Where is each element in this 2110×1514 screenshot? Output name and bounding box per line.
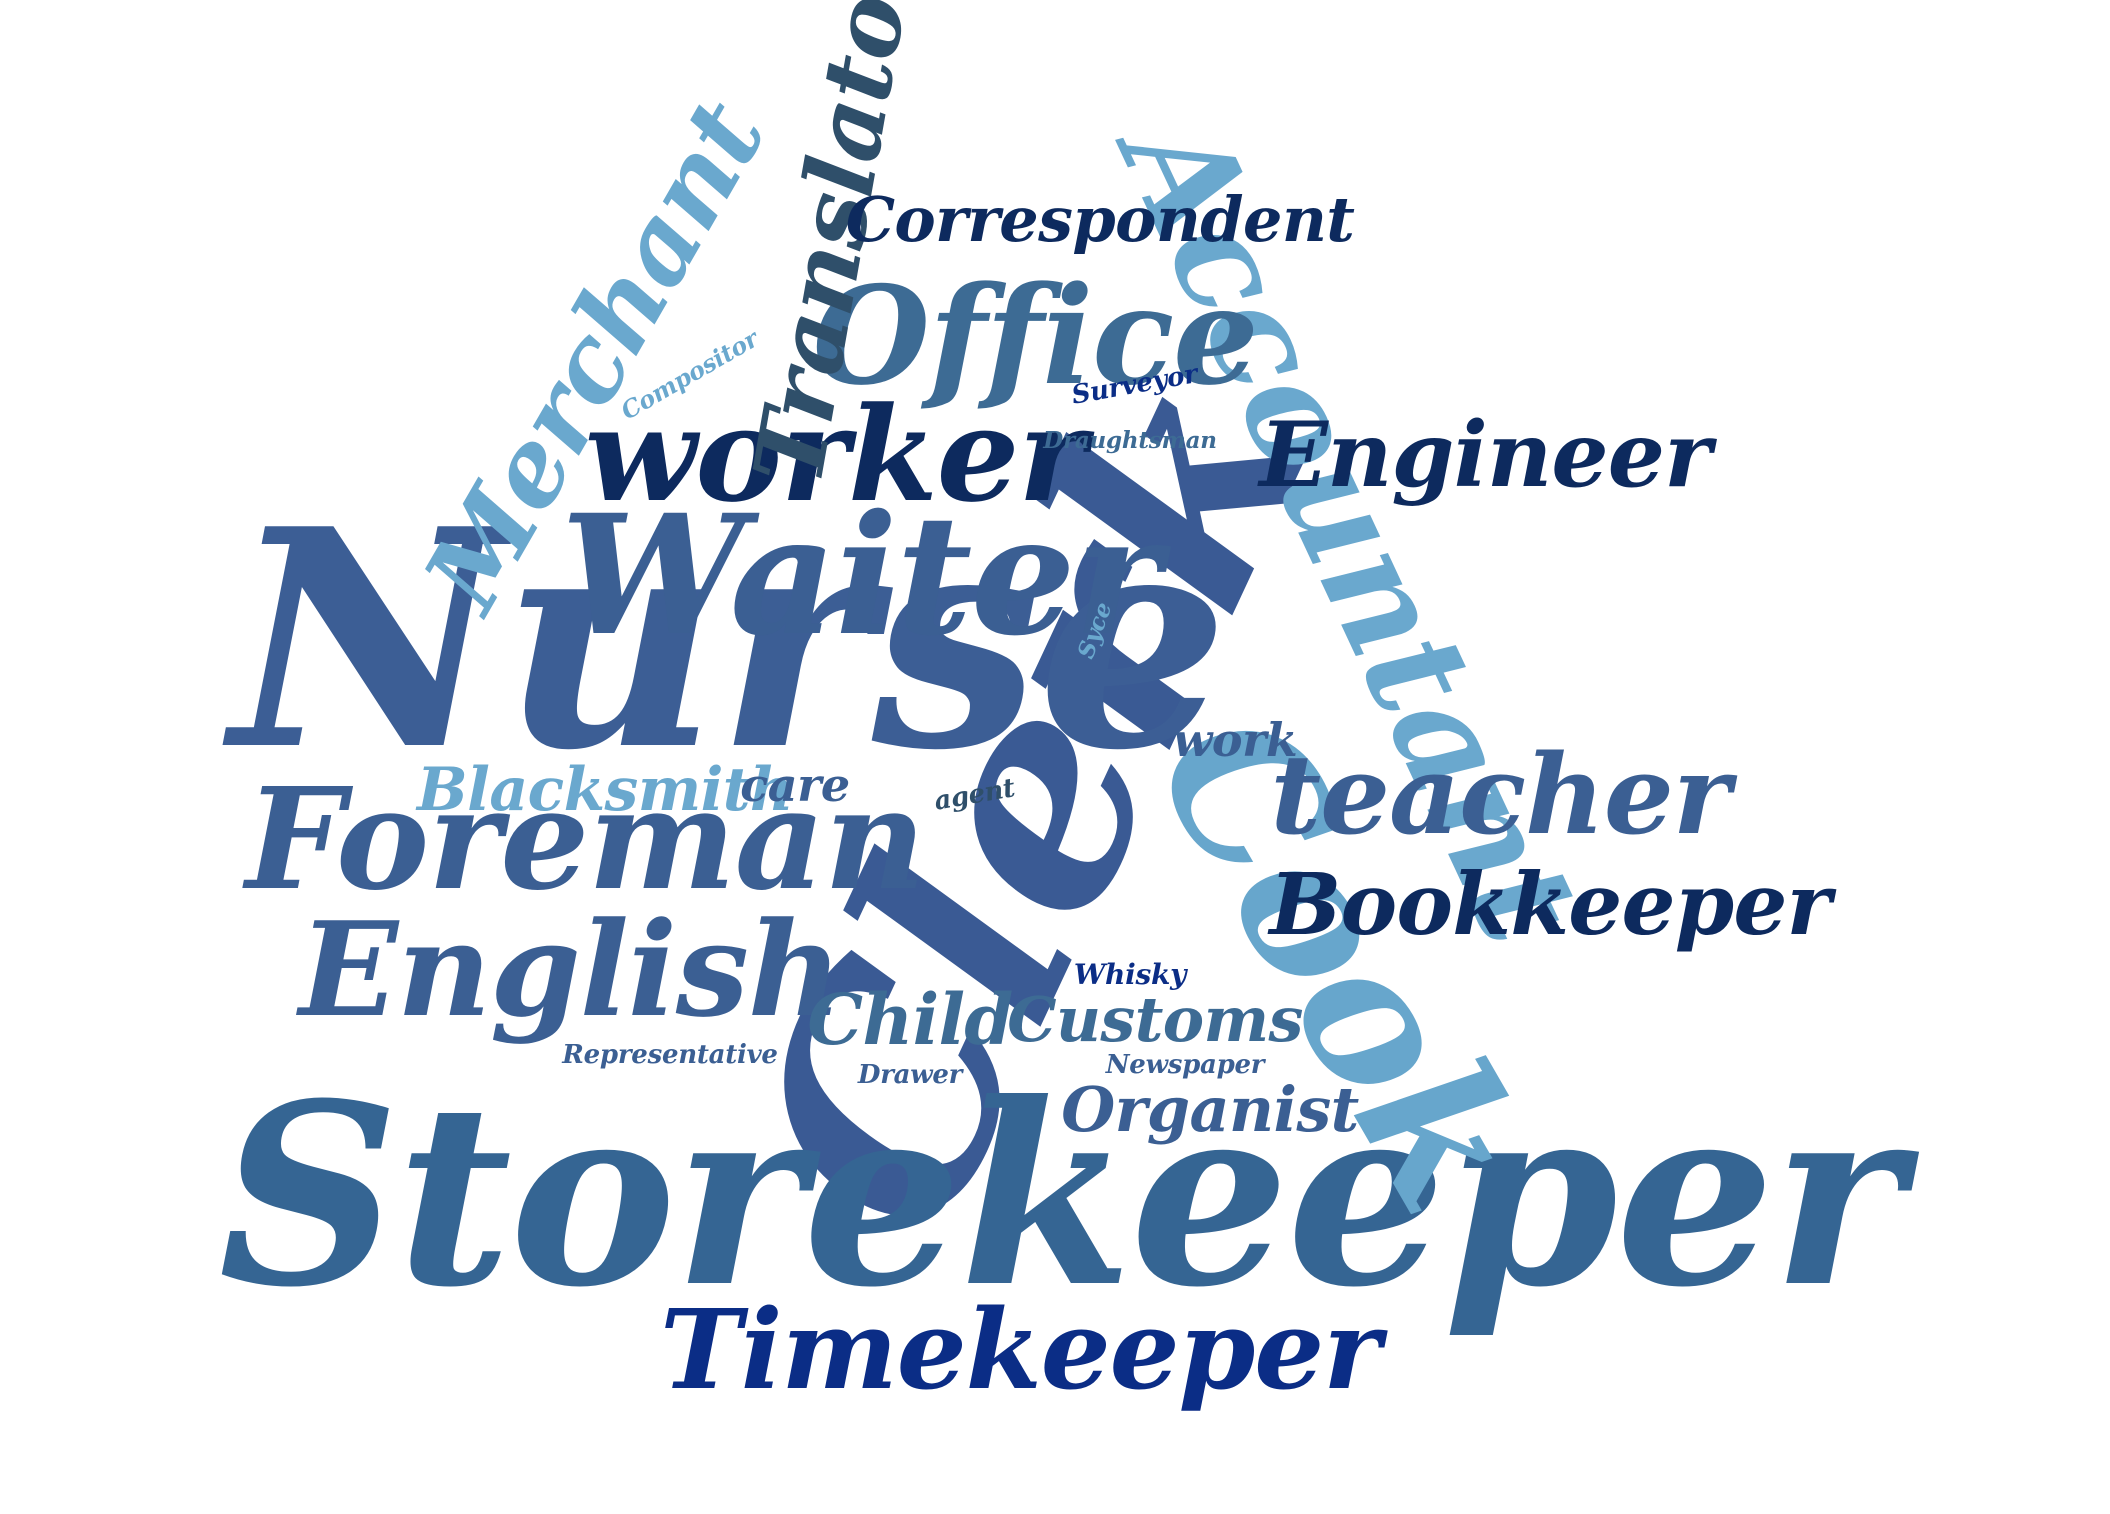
word-work: work [1172,713,1298,767]
word-whisky: Whisky [1073,958,1187,991]
word-storekeeper: Storekeeper [218,1048,1904,1342]
word-engineer: Engineer [1259,402,1711,508]
word-organist: Organist [1061,1073,1359,1146]
word-english: English [299,893,842,1046]
word-foreman: Foreman [245,758,926,922]
word-draughtsman: Draughtsman [1043,426,1217,454]
word-customs: Customs [1007,983,1303,1056]
word-representative: Representative [562,1040,778,1070]
word-waiter: Waiter [560,477,1161,672]
word-teacher: teacher [1270,730,1730,859]
word-care: care [740,758,850,812]
word-blacksmith: Blacksmith [417,755,793,825]
word-nurse: Nurse [230,463,1228,816]
word-correspondent: Correspondent [845,183,1355,256]
word-timekeeper: Timekeeper [659,1285,1381,1414]
word-worker: worker [584,378,1087,531]
word-child: Child [807,978,1013,1061]
word-newspaper: Newspaper [1105,1050,1265,1080]
word-bookkeeper: Bookkeeper [1269,854,1832,955]
word-drawer: Drawer [857,1060,963,1090]
word-office: Office [812,255,1258,415]
